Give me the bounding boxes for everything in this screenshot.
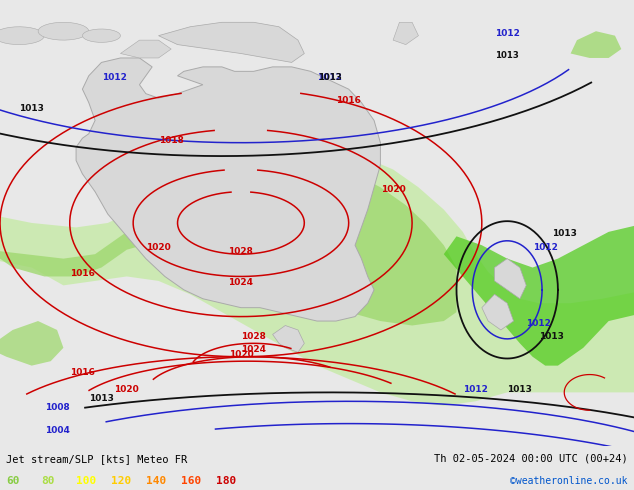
- Text: 140: 140: [146, 476, 166, 486]
- Text: 1024: 1024: [228, 278, 254, 287]
- Polygon shape: [38, 23, 89, 40]
- Polygon shape: [0, 147, 634, 406]
- Text: 1016: 1016: [70, 368, 95, 376]
- Text: 1016: 1016: [70, 270, 95, 278]
- Polygon shape: [273, 325, 304, 352]
- Text: 1012: 1012: [495, 29, 520, 38]
- Polygon shape: [482, 294, 514, 330]
- Polygon shape: [0, 165, 456, 325]
- Polygon shape: [0, 27, 44, 45]
- Polygon shape: [495, 259, 526, 299]
- Text: 1013: 1013: [552, 229, 577, 238]
- Polygon shape: [393, 22, 418, 45]
- Text: 1016: 1016: [336, 96, 361, 104]
- Text: 1013: 1013: [19, 104, 44, 114]
- Text: 1012: 1012: [533, 243, 558, 252]
- Text: 1013: 1013: [318, 74, 342, 82]
- Text: 1024: 1024: [241, 345, 266, 354]
- Text: 1018: 1018: [158, 136, 184, 145]
- Text: 1013: 1013: [495, 51, 519, 60]
- Polygon shape: [444, 223, 634, 366]
- Text: 1012: 1012: [101, 74, 127, 82]
- Text: 1020: 1020: [114, 386, 139, 394]
- Text: ©weatheronline.co.uk: ©weatheronline.co.uk: [510, 476, 628, 486]
- Text: 1013: 1013: [539, 332, 564, 341]
- Text: 1012: 1012: [526, 318, 552, 327]
- Text: 1028: 1028: [228, 247, 254, 256]
- Polygon shape: [0, 321, 63, 366]
- Text: 1020: 1020: [380, 185, 406, 194]
- Text: 1012: 1012: [463, 386, 488, 394]
- Text: 1028: 1028: [241, 332, 266, 341]
- Text: 60: 60: [6, 476, 20, 486]
- Polygon shape: [571, 31, 621, 58]
- Polygon shape: [76, 58, 380, 321]
- Text: 180: 180: [216, 476, 236, 486]
- Text: 1020: 1020: [146, 243, 171, 252]
- Polygon shape: [120, 40, 171, 58]
- Text: 1013: 1013: [507, 386, 533, 394]
- Text: 1004: 1004: [44, 425, 70, 435]
- Text: 1013: 1013: [89, 394, 114, 403]
- Text: 80: 80: [41, 476, 55, 486]
- Text: 120: 120: [111, 476, 131, 486]
- Text: 1012: 1012: [317, 74, 342, 82]
- Polygon shape: [158, 22, 304, 62]
- Text: 100: 100: [76, 476, 96, 486]
- Text: 1020: 1020: [228, 350, 254, 359]
- Text: Jet stream/SLP [kts] Meteo FR: Jet stream/SLP [kts] Meteo FR: [6, 454, 188, 464]
- Text: Th 02-05-2024 00:00 UTC (00+24): Th 02-05-2024 00:00 UTC (00+24): [434, 454, 628, 464]
- Text: 160: 160: [181, 476, 201, 486]
- Polygon shape: [82, 29, 120, 42]
- Text: 1008: 1008: [44, 403, 70, 412]
